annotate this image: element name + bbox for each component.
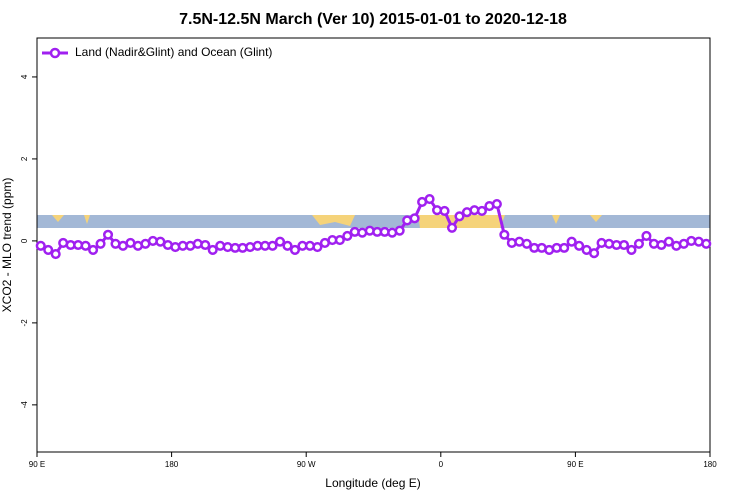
point	[95, 238, 106, 249]
x-tick-label: 180	[703, 460, 717, 469]
point	[476, 205, 487, 217]
point	[35, 240, 46, 251]
y-tick-label: -4	[20, 401, 29, 409]
x-axis-label: Longitude (deg E)	[325, 476, 420, 490]
point	[334, 235, 345, 246]
point	[589, 248, 600, 259]
x-tick-label: 90 E	[567, 460, 583, 469]
x-tick-label: 90 E	[29, 460, 45, 469]
point	[439, 205, 450, 217]
point	[43, 244, 54, 255]
point	[521, 238, 532, 249]
point	[499, 229, 510, 240]
point	[289, 244, 301, 255]
legend: Land (Nadir&Glint) and Ocean (Glint)	[42, 45, 272, 59]
y-tick-label: 4	[20, 74, 29, 79]
y-tick-label: 0	[20, 238, 29, 243]
point	[50, 248, 61, 260]
point	[559, 242, 570, 253]
point	[312, 241, 323, 253]
point	[701, 238, 712, 249]
y-tick-label: 2	[20, 156, 29, 161]
point	[282, 240, 293, 251]
point	[633, 238, 645, 249]
point	[618, 239, 630, 251]
point	[342, 230, 353, 242]
point	[424, 194, 435, 205]
x-tick-label: 0	[439, 460, 444, 469]
point	[102, 229, 114, 240]
point	[663, 236, 674, 247]
point	[491, 198, 502, 210]
chart-title: 7.5N-12.5N March (Ver 10) 2015-01-01 to …	[179, 11, 567, 28]
map-strip	[37, 215, 710, 228]
point	[80, 240, 91, 251]
point	[88, 244, 99, 255]
x-tick-label: 90 W	[297, 460, 316, 469]
point	[566, 236, 577, 247]
point	[574, 240, 585, 251]
point	[454, 211, 465, 222]
point	[200, 239, 211, 251]
y-axis-label: XCO2 - MLO trend (ppm)	[0, 178, 14, 313]
point	[274, 236, 286, 247]
point	[409, 213, 420, 224]
point	[207, 244, 218, 255]
point	[267, 240, 278, 251]
y-tick-label: -2	[20, 319, 29, 327]
x-tick-label: 180	[165, 460, 179, 469]
point	[641, 230, 652, 242]
point	[394, 225, 405, 236]
point	[446, 222, 458, 233]
legend-marker	[49, 47, 61, 59]
legend-label: Land (Nadir&Glint) and Ocean (Glint)	[75, 45, 272, 59]
point	[626, 244, 637, 255]
